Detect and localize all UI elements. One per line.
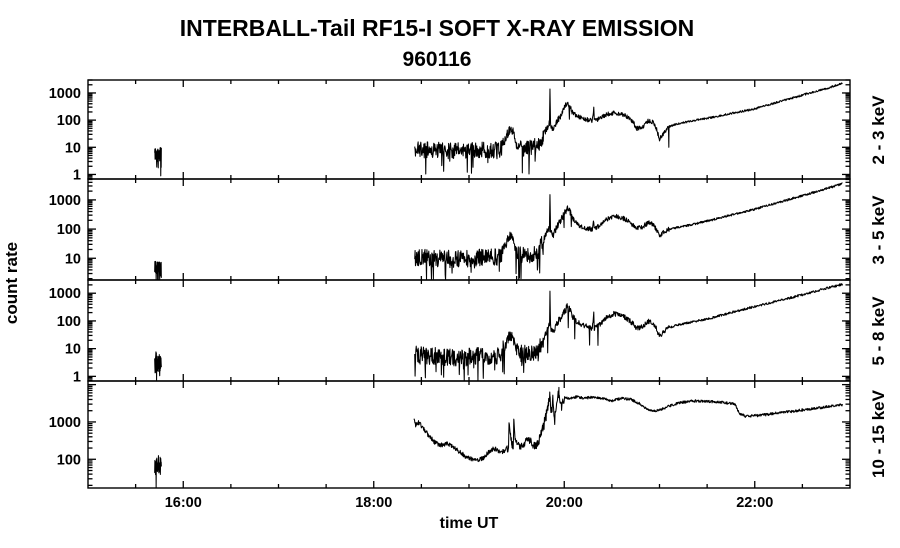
y-axis-label: count rate [2,242,21,324]
chart-title: INTERBALL-Tail RF15-I SOFT X-RAY EMISSIO… [180,15,695,41]
chart-subtitle: 960116 [403,48,472,71]
tick-label: 16:00 [165,495,202,511]
tick-label: 100 [57,314,81,330]
tick-label: 1 [73,167,81,183]
series-2-3keV-calibration-burst [154,147,162,177]
panel-energy-label-2-3kev: 2 - 3 keV [869,95,888,165]
series-10-15keV-calibration-burst [154,455,162,489]
tick-label: 10 [65,140,81,156]
tick-label: 1000 [49,415,81,431]
panel-energy-label-3-5kev: 3 - 5 keV [869,195,888,265]
panel-1: 1 10 100 1000 [49,79,851,183]
series-2-3keV-main [414,82,843,175]
panel-3: 1 10 100 1000 [49,279,851,385]
panel-energy-label-10-15kev: 10 - 15 keV [869,389,888,478]
tick-label: 1000 [49,286,81,302]
tick-label: 20:00 [546,495,583,511]
tick-label: 100 [57,113,81,129]
x-axis-label: time UT [440,515,499,532]
tick-label: 10 [65,251,81,267]
panel-2: 10 100 1000 [49,178,851,281]
series-3-5keV-main [414,182,843,281]
series-5-8keV-main [414,283,843,382]
tick-label: 100 [57,222,81,238]
tick-label: 1 [73,369,81,385]
panel-4: 100 1000 16:00 18:00 20:00 22:00 [49,380,851,511]
tick-label: 1000 [49,193,81,209]
tick-label: 100 [57,452,81,468]
tick-label: 1000 [49,86,81,102]
tick-label: 18:00 [355,495,392,511]
series-3-5keV-calibration-burst [154,260,162,281]
plot-area: 1 10 100 1000 10 100 1000 1 10 100 1000 100 1000 16:0… [49,79,851,511]
tick-label: 22:00 [736,495,773,511]
panel-energy-label-5-8kev: 5 - 8 keV [869,296,888,366]
tick-label: 10 [65,342,81,358]
series-5-8keV-calibration-burst [154,351,162,382]
series-10-15keV-main [413,386,843,463]
